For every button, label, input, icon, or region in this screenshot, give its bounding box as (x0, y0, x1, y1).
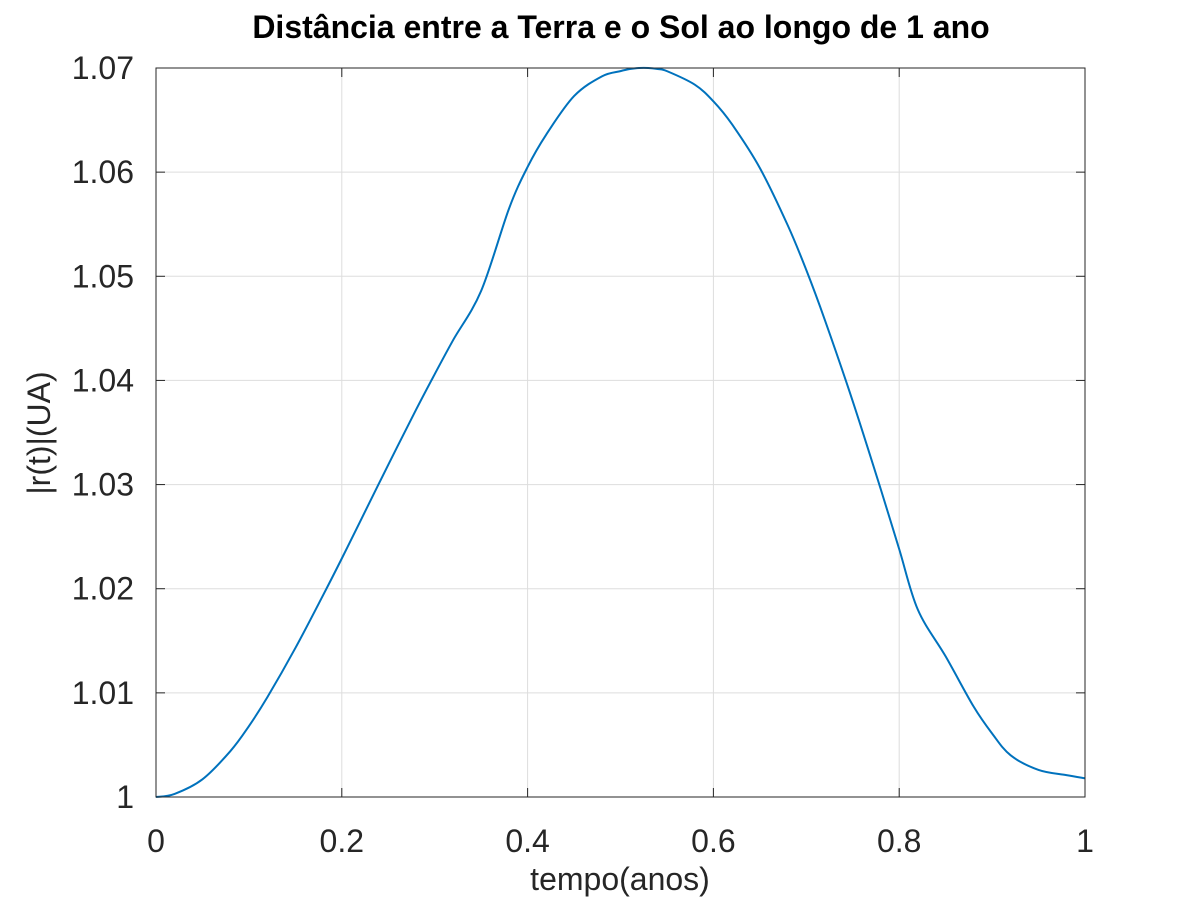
plot-area-border (155, 67, 1086, 798)
y-tick-label: 1.04 (72, 362, 134, 398)
x-tick-label: 0.6 (691, 823, 735, 859)
series-line (155, 66, 1086, 798)
series-layer (155, 66, 1086, 798)
y-tick-label: 1.06 (72, 154, 134, 190)
x-axis-label: tempo(anos) (530, 861, 710, 897)
y-tick-label: 1.01 (72, 675, 134, 711)
x-tick-label: 0.4 (505, 823, 549, 859)
x-tick-label: 0 (147, 823, 165, 859)
x-axis-tick-labels: 0 0.2 0.4 0.6 0.8 1 (147, 823, 1094, 859)
x-tick-label: 1 (1076, 823, 1094, 859)
y-tick-label: 1.07 (72, 50, 134, 86)
chart-title: Distância entre a Terra e o Sol ao longo… (252, 9, 989, 45)
tick-marks (155, 67, 1086, 798)
y-tick-label: 1.03 (72, 467, 134, 503)
x-tick-label: 0.2 (320, 823, 364, 859)
y-tick-label: 1.05 (72, 258, 134, 294)
y-tick-label: 1.02 (72, 571, 134, 607)
y-axis-tick-labels: 1 1.01 1.02 1.03 1.04 1.05 1.06 1.07 (72, 50, 134, 815)
x-tick-label: 0.8 (877, 823, 921, 859)
y-tick-label: 1 (116, 779, 134, 815)
y-axis-label: |r(t)|(UA) (21, 371, 57, 494)
grid (155, 67, 1086, 798)
